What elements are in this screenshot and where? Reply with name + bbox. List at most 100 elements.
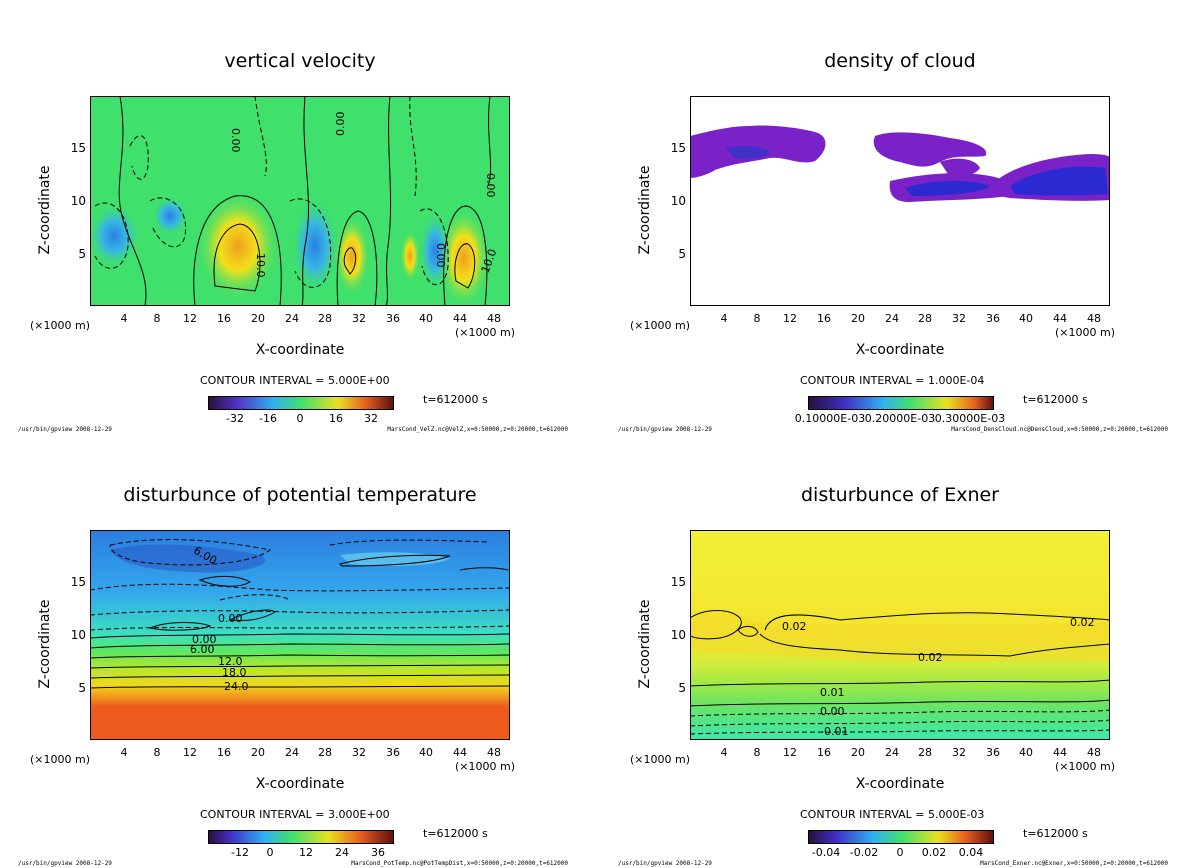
colorbar <box>808 830 994 844</box>
contour-line-negative <box>419 208 449 286</box>
colorbar-tick: 0 <box>266 846 274 859</box>
y-tick-label: 15 <box>670 141 686 155</box>
colorbar-tick: 0.30000E-03 <box>934 412 1006 425</box>
contour-field: 6.00 0.00 0.00 6.00 12.0 18.0 24.0 <box>90 530 510 740</box>
y-axis-label: Z-coordinate <box>637 599 653 689</box>
y-tick-label: 10 <box>670 194 686 208</box>
contour-line-negative <box>129 135 149 180</box>
colorbar-tick: 0.02 <box>921 846 947 859</box>
x-tick-label: 12 <box>183 312 197 325</box>
contour-label: 0.00 <box>192 633 217 646</box>
contour-interval: CONTOUR INTERVAL = 1.000E-04 <box>800 374 985 387</box>
x-tick-label: 40 <box>1019 746 1033 759</box>
x-tick-label: 8 <box>753 746 761 759</box>
x-tick-label: 4 <box>720 746 728 759</box>
x-tick-label: 20 <box>851 312 865 325</box>
contour-line-negative <box>254 96 267 177</box>
contour-line <box>385 96 392 306</box>
x-tick-label: 24 <box>885 312 899 325</box>
x-axis-label: X-coordinate <box>855 342 945 358</box>
x-tick-label: 44 <box>453 312 467 325</box>
y-tick-label: 15 <box>70 575 86 589</box>
x-tick-label: 4 <box>720 312 728 325</box>
contour-line <box>301 96 309 306</box>
updraft-blob <box>196 191 280 301</box>
x-tick-label: 32 <box>352 746 366 759</box>
contour-label: 0.00 <box>334 112 347 137</box>
contour-line <box>690 679 1110 687</box>
chart-panel-vertical-velocity: vertical velocity <box>0 0 600 434</box>
footer-left: /usr/bin/gpview 2008-12-29 <box>618 426 712 433</box>
contour-label: 12.0 <box>218 655 243 668</box>
x-tick-label: 48 <box>1087 312 1101 325</box>
colorbar-ticks: -12 0 12 24 36 <box>200 846 400 860</box>
x-tick-label: 8 <box>153 746 161 759</box>
time-label: t=612000 s <box>1023 393 1088 406</box>
x-tick-label: 28 <box>918 746 932 759</box>
contour-field <box>690 96 1110 306</box>
contour-line-negative <box>90 625 510 631</box>
colorbar-swatches <box>809 831 993 843</box>
contour-interval: CONTOUR INTERVAL = 3.000E+00 <box>200 808 390 821</box>
contour-line <box>198 575 251 587</box>
x-unit-right: (×1000 m) <box>455 326 516 339</box>
contour-interval: CONTOUR INTERVAL = 5.000E-03 <box>800 808 985 821</box>
colorbar-tick: -16 <box>259 412 277 425</box>
updraft-blob <box>400 230 420 282</box>
contour-line <box>737 625 759 637</box>
colorbar-tick: 16 <box>329 412 343 425</box>
contour-line-negative <box>90 609 510 616</box>
colorbar-tick: 0.20000E-03 <box>864 412 936 425</box>
contour-line <box>764 612 1110 631</box>
y-tick-label: 10 <box>70 194 86 208</box>
colorbar-ticks: -0.04 -0.02 0 0.02 0.04 <box>800 846 1000 860</box>
cloud-region <box>873 132 987 167</box>
y-tick-label: 15 <box>70 141 86 155</box>
plot-frame <box>90 96 510 306</box>
x-tick-label: 36 <box>386 746 400 759</box>
contour-label: 6.00 <box>190 643 215 656</box>
x-tick-label: 16 <box>217 746 231 759</box>
y-tick-label: 5 <box>78 247 86 261</box>
contour-line-negative <box>109 539 272 566</box>
contour-field: 0.00 0.00 10.0 0.00 10.0 0.00 <box>90 96 510 306</box>
contour-line <box>193 195 282 306</box>
cloud-region <box>1010 166 1108 196</box>
chart-title: vertical velocity <box>224 50 376 72</box>
contour-line <box>90 674 510 679</box>
x-tick-label: 36 <box>386 312 400 325</box>
cool-patch <box>110 544 266 573</box>
x-tick-label: 20 <box>251 746 265 759</box>
x-tick-label: 20 <box>851 746 865 759</box>
x-unit-left: (×1000 m) <box>30 319 91 332</box>
x-tick-label: 12 <box>783 746 797 759</box>
contour-line <box>487 96 492 187</box>
contour-label: 0.02 <box>1070 616 1095 629</box>
contour-label: 0.00 <box>218 612 243 625</box>
x-tick-label: 8 <box>753 312 761 325</box>
x-unit-right: (×1000 m) <box>455 760 516 773</box>
footer-right: MarsCond_DensCloud.nc@DensCloud,x=0:5000… <box>951 426 1168 433</box>
x-tick-label: 28 <box>318 746 332 759</box>
y-tick-label: 5 <box>78 681 86 695</box>
contour-line-negative <box>94 202 129 269</box>
x-tick-label: 28 <box>918 312 932 325</box>
contour-field: 0.02 0.02 0.02 0.01 0.00 -0.01 <box>690 530 1110 740</box>
contour-label: 10.0 <box>254 253 267 278</box>
x-tick-label: 24 <box>885 746 899 759</box>
chart-panel-density-of-cloud: density of cloud Z-coordinate 5 10 15 4 … <box>600 0 1200 434</box>
contour-line <box>454 243 476 289</box>
x-tick-label: 16 <box>817 312 831 325</box>
colorbar-tick: 0 <box>896 846 904 859</box>
footer-left: /usr/bin/gpview 2008-12-29 <box>18 426 112 433</box>
contour-line <box>336 210 378 306</box>
x-tick-label: 40 <box>1019 312 1033 325</box>
plot-area: 0.02 0.02 0.02 0.01 0.00 -0.01 <box>690 530 1110 740</box>
x-tick-label: 24 <box>285 746 299 759</box>
footer-right: MarsCond_VelZ.nc@VelZ,x=0:50000,z=0:2000… <box>387 426 568 433</box>
contour-line <box>339 554 451 567</box>
x-tick-label: 32 <box>952 746 966 759</box>
plot-frame <box>690 530 1110 740</box>
y-tick-label: 5 <box>678 247 686 261</box>
colorbar-ticks: 0.10000E-03 0.20000E-03 0.30000E-03 <box>795 412 1005 426</box>
